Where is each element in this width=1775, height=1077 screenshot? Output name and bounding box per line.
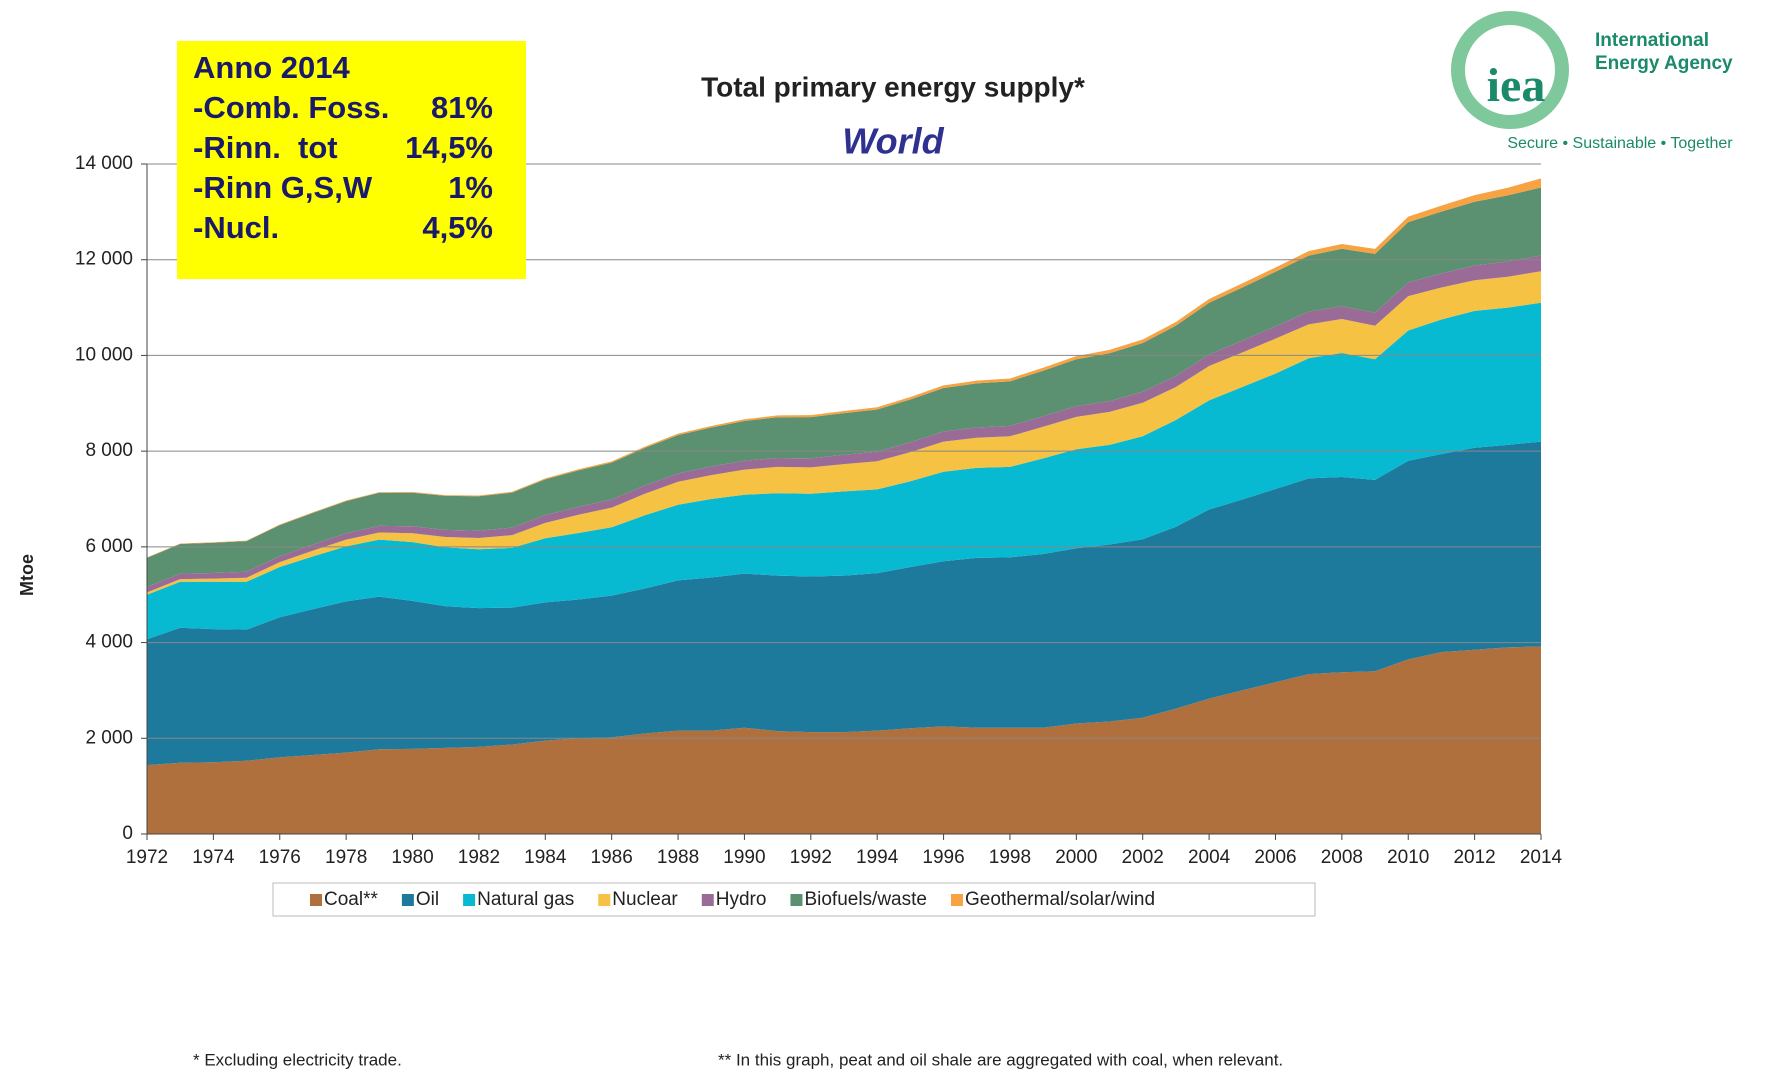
legend-label: Coal** bbox=[324, 889, 378, 910]
x-tick-label: 1994 bbox=[856, 847, 899, 868]
logo-name: iea bbox=[1487, 59, 1546, 112]
y-tick-label: 2 000 bbox=[85, 727, 133, 748]
x-tick-label: 2006 bbox=[1254, 847, 1296, 868]
area bbox=[147, 302, 1541, 640]
x-tick-label: 2012 bbox=[1453, 847, 1495, 868]
x-tick-label: 2014 bbox=[1520, 847, 1563, 868]
legend-swatch bbox=[598, 894, 611, 906]
annotation-label: -Nucl. bbox=[193, 210, 279, 245]
x-tick-label: 1972 bbox=[126, 847, 168, 868]
x-tick-label: 2010 bbox=[1387, 847, 1429, 868]
legend-swatch bbox=[790, 894, 803, 906]
area bbox=[147, 646, 1541, 834]
x-tick-label: 2000 bbox=[1055, 847, 1097, 868]
legend-label: Natural gas bbox=[477, 889, 574, 910]
legend-swatch bbox=[401, 894, 414, 906]
annotation-value: 81% bbox=[431, 90, 493, 125]
legend-swatch bbox=[701, 894, 714, 906]
x-tick-label: 1988 bbox=[657, 847, 699, 868]
legend-label: Hydro bbox=[716, 889, 767, 910]
legend-label: Oil bbox=[416, 889, 439, 910]
annotation-label: -Rinn. tot bbox=[193, 130, 338, 165]
y-tick-label: 8 000 bbox=[85, 440, 133, 461]
x-tick-label: 1976 bbox=[259, 847, 301, 868]
logo: iea International Energy Agency Secure •… bbox=[1451, 11, 1733, 152]
annotation-label: -Rinn G,S,W bbox=[193, 170, 373, 205]
x-tick-label: 1996 bbox=[922, 847, 964, 868]
legend-label: Nuclear bbox=[612, 889, 678, 910]
x-tick-label: 1990 bbox=[723, 847, 765, 868]
y-tick-label: 10 000 bbox=[75, 344, 133, 365]
y-tick-label: 12 000 bbox=[75, 249, 133, 270]
logo-ring bbox=[1451, 11, 1569, 129]
x-tick-label: 1980 bbox=[391, 847, 433, 868]
annotation-heading: Anno 2014 bbox=[193, 50, 351, 85]
x-tick-label: 1986 bbox=[591, 847, 633, 868]
area bbox=[147, 255, 1541, 593]
x-tick-label: 1974 bbox=[192, 847, 235, 868]
legend-label: Biofuels/waste bbox=[804, 889, 927, 910]
area bbox=[147, 271, 1541, 595]
y-tick-label: 4 000 bbox=[85, 632, 133, 653]
area bbox=[147, 441, 1541, 766]
chart-subtitle: World bbox=[842, 121, 944, 162]
chart-title: Total primary energy supply* bbox=[701, 71, 1085, 102]
annotation-box bbox=[177, 41, 526, 279]
x-tick-label: 2008 bbox=[1321, 847, 1363, 868]
legend-swatch bbox=[310, 894, 322, 906]
annotation-value: 4,5% bbox=[422, 210, 493, 245]
legend-swatch bbox=[950, 894, 963, 906]
y-tick-label: 0 bbox=[122, 823, 133, 844]
y-axis-label: Mtoe bbox=[17, 554, 37, 596]
legend-swatch bbox=[463, 894, 476, 906]
y-tick-label: 14 000 bbox=[75, 153, 133, 174]
x-tick-label: 1998 bbox=[989, 847, 1031, 868]
legend-label: Geothermal/solar/wind bbox=[965, 889, 1155, 910]
x-tick-label: 1982 bbox=[458, 847, 500, 868]
annotation-value: 14,5% bbox=[405, 130, 493, 165]
annotation-label: -Comb. Foss. bbox=[193, 90, 389, 125]
x-tick-label: 1992 bbox=[790, 847, 832, 868]
footnote: * Excluding electricity trade. bbox=[193, 1050, 402, 1069]
logo-text: Energy Agency bbox=[1595, 53, 1733, 74]
y-tick-label: 6 000 bbox=[85, 536, 133, 557]
legend-box bbox=[272, 882, 1316, 917]
footnote: ** In this graph, peat and oil shale are… bbox=[718, 1050, 1283, 1069]
annotation-value: 1% bbox=[448, 170, 493, 205]
logo-text: International bbox=[1595, 30, 1709, 51]
x-tick-label: 1978 bbox=[325, 847, 367, 868]
x-tick-label: 2004 bbox=[1188, 847, 1231, 868]
x-tick-label: 2002 bbox=[1122, 847, 1164, 868]
logo-tagline: Secure • Sustainable • Together bbox=[1507, 135, 1733, 152]
x-tick-label: 1984 bbox=[524, 847, 567, 868]
